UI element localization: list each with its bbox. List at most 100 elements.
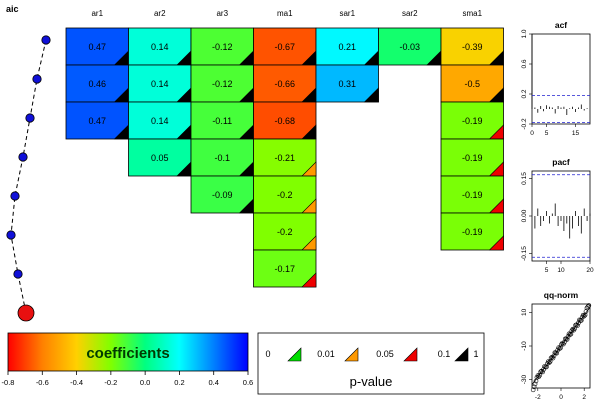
panel-title: acf xyxy=(555,20,567,30)
cell-fill xyxy=(440,138,504,177)
coef-value: -0.19 xyxy=(462,190,483,200)
coef-value: -0.66 xyxy=(274,79,295,89)
coef-value: 0.14 xyxy=(151,42,169,52)
coef-cell: -0.2 xyxy=(253,175,317,214)
cell-fill xyxy=(190,175,254,214)
coef-value: -0.67 xyxy=(274,42,295,52)
y-tick-label: -0.15 xyxy=(521,246,528,261)
cell-fill xyxy=(190,27,254,66)
y-tick-label: -30 xyxy=(521,375,528,385)
coef-value: -0.2 xyxy=(277,227,293,237)
column-header: ma1 xyxy=(277,9,293,18)
coef-cell: 0.46 xyxy=(65,64,129,103)
coef-cell: -0.21 xyxy=(253,138,317,177)
p-value-swatch xyxy=(287,347,302,362)
cell-fill xyxy=(253,249,317,288)
x-tick-label: 10 xyxy=(557,267,565,274)
qq-point xyxy=(554,350,560,356)
qq-point xyxy=(544,364,549,370)
qq-point xyxy=(583,309,589,314)
qq-point xyxy=(578,318,584,323)
p-value-legend: 0 0.01 0.05 0.1 1 p-value xyxy=(257,332,485,395)
coef-cell: -0.12 xyxy=(190,64,254,103)
x-tick-label: -2 xyxy=(535,394,541,400)
colorbar-tick-label: -0.8 xyxy=(2,378,15,387)
coef-value: -0.39 xyxy=(462,42,483,52)
coef-cell: -0.66 xyxy=(253,64,317,103)
coef-value: 0.05 xyxy=(151,153,169,163)
colorbar-title: coefficients xyxy=(86,345,169,362)
cell-fill xyxy=(65,101,129,140)
coef-cell: 0.21 xyxy=(315,27,379,66)
cell-fill xyxy=(378,27,442,66)
coef-value: 0.47 xyxy=(88,116,106,126)
column-header: ar2 xyxy=(154,9,166,18)
y-tick-label: 0.15 xyxy=(521,172,528,185)
y-tick-label: 0.2 xyxy=(521,89,528,98)
aic-point xyxy=(18,152,28,162)
coef-cell: 0.31 xyxy=(315,64,379,103)
x-tick-label: 15 xyxy=(572,130,580,137)
qq-point xyxy=(557,346,562,351)
coef-value: -0.21 xyxy=(274,153,295,163)
x-tick-label: 20 xyxy=(586,267,594,274)
column-header: ar3 xyxy=(216,9,228,18)
column-header: sar1 xyxy=(339,9,355,18)
coef-value: 0.31 xyxy=(338,79,356,89)
coef-value: -0.12 xyxy=(212,79,233,89)
colorbar-tick-label: -0.2 xyxy=(104,378,117,387)
coef-cell: -0.12 xyxy=(190,27,254,66)
coef-cell: -0.19 xyxy=(440,138,504,177)
cell-fill xyxy=(253,64,317,103)
colorbar-tick-label: 0.6 xyxy=(243,378,253,387)
coef-value: -0.11 xyxy=(212,116,232,126)
p-value-break-label: 0.1 xyxy=(438,349,451,359)
coef-cell: 0.14 xyxy=(128,101,192,140)
cell-fill xyxy=(440,101,504,140)
y-tick-label: 0.6 xyxy=(521,59,528,68)
coef-value: 0.46 xyxy=(88,79,106,89)
colorbar-tick-label: 0.2 xyxy=(174,378,184,387)
p-value-legend-box xyxy=(257,332,485,395)
colorbar-tick-label: -0.6 xyxy=(36,378,49,387)
p-value-break-label: 0 xyxy=(265,349,270,359)
coef-value: -0.19 xyxy=(462,227,483,237)
pacf-panel: pacf 5 10 20 -0.15 0.00 0.15 xyxy=(521,157,594,274)
coef-cell: 0.05 xyxy=(128,138,192,177)
cell-fill xyxy=(253,212,317,251)
cell-fill xyxy=(190,64,254,103)
coef-cell: -0.19 xyxy=(440,175,504,214)
coef-cell: 0.14 xyxy=(128,27,192,66)
y-tick-label: 10 xyxy=(521,308,528,316)
qq-point xyxy=(556,345,561,351)
aic-point xyxy=(41,35,51,45)
coef-value: 0.14 xyxy=(151,116,169,126)
p-value-title: p-value xyxy=(350,374,393,389)
column-header: sma1 xyxy=(462,9,482,18)
x-tick-label: 0 xyxy=(530,130,534,137)
qq-point xyxy=(545,359,551,364)
coef-cell: 0.47 xyxy=(65,101,129,140)
cell-fill xyxy=(190,138,254,177)
p-value-marker xyxy=(301,272,317,288)
coef-cell: -0.1 xyxy=(190,138,254,177)
qq-point xyxy=(538,369,544,375)
coef-cell: 0.47 xyxy=(65,27,129,66)
aic-panel: aic xyxy=(6,4,51,322)
y-tick-label: 1.0 xyxy=(521,29,528,38)
qq-point xyxy=(568,331,574,337)
coef-cell: -0.2 xyxy=(253,212,317,251)
x-tick-label: 5 xyxy=(545,267,549,274)
coef-cell: -0.19 xyxy=(440,212,504,251)
qq-point xyxy=(546,360,552,365)
coef-cell: -0.67 xyxy=(253,27,317,66)
cell-fill xyxy=(253,101,317,140)
qq-point xyxy=(536,374,542,379)
cell-fill xyxy=(440,64,504,103)
p-value-swatch xyxy=(403,347,418,362)
x-tick-label: 0 xyxy=(559,394,563,400)
y-tick-label: -10 xyxy=(521,341,528,351)
qq-point xyxy=(575,323,580,328)
aic-point xyxy=(32,74,42,84)
cell-fill xyxy=(128,64,192,103)
